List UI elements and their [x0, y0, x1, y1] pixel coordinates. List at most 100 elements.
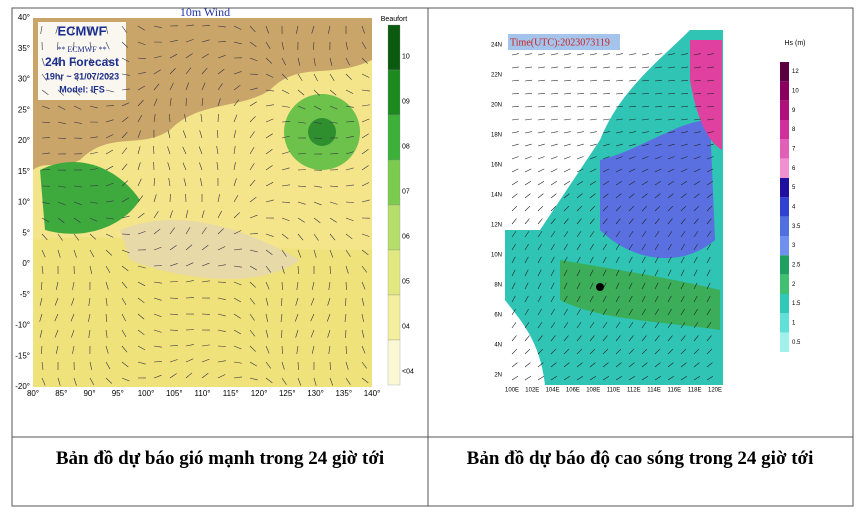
wind-arrow [153, 178, 155, 187]
wind-arrow [329, 73, 335, 81]
wave-arrow [524, 348, 531, 355]
lon-label: 120° [251, 389, 268, 398]
wave-arrow [693, 348, 700, 355]
legend-label: <04 [402, 368, 414, 375]
wave-arrow [693, 105, 701, 108]
wind-arrow [297, 105, 306, 110]
wave-zone [560, 260, 720, 330]
wind-arrow [361, 249, 369, 256]
wave-arrow [615, 218, 621, 225]
wave-arrow [576, 243, 581, 251]
wind-arrow [249, 101, 257, 107]
lat-label: 5° [22, 228, 30, 237]
wind-arrow [361, 25, 365, 34]
legend-label: 8 [792, 127, 796, 133]
wave-arrow [654, 93, 662, 95]
wind-arrow [265, 345, 270, 354]
wind-arrow [185, 24, 194, 27]
wave-arrow [589, 205, 596, 212]
legend-label: 05 [402, 278, 410, 285]
wave-arrow [589, 168, 597, 173]
wind-arrow [345, 41, 348, 50]
wave-arrow [706, 193, 713, 199]
wind-arrow [217, 329, 226, 332]
wind-arrow [297, 361, 299, 370]
wind-arrow [56, 41, 59, 50]
wave-arrow [706, 243, 711, 251]
wave-arrow [615, 79, 623, 82]
wave-arrow [550, 322, 556, 329]
wave-arrow [628, 269, 633, 277]
wave-arrow [693, 362, 700, 368]
wave-arrow [667, 105, 675, 108]
wave-arrow [589, 362, 596, 368]
wave-arrow [537, 269, 542, 277]
wind-arrow [199, 130, 203, 139]
wave-arrow [602, 362, 609, 368]
wave-arrow [550, 180, 558, 186]
legend-swatch [387, 204, 401, 251]
wave-arrow [654, 348, 661, 355]
wind-arrow [329, 377, 334, 386]
wind-arrow [73, 217, 81, 223]
lat-label: 8N [494, 283, 502, 289]
wave-arrow [680, 375, 688, 381]
wind-arrow [72, 281, 75, 290]
wind-arrow [105, 313, 108, 322]
wind-arrow [40, 281, 43, 290]
wind-arrow [137, 114, 143, 123]
wind-arrow [217, 113, 219, 123]
wave-arrow [667, 66, 675, 69]
wind-arrow [70, 313, 75, 322]
time: Time(UTC):2023073119 [510, 37, 610, 48]
wave-arrow [524, 156, 532, 160]
wave-arrow [641, 218, 647, 225]
lat-label: 15° [18, 167, 30, 176]
legend-label: 3 [792, 243, 796, 249]
wind-arrow [105, 25, 109, 34]
wind-arrow [57, 137, 67, 139]
wind-arrow [281, 233, 289, 240]
legend-swatch [780, 236, 789, 256]
wind-arrow [345, 167, 354, 171]
wind-arrow [105, 297, 108, 306]
wind-arrow [153, 297, 162, 301]
wind-arrow [121, 88, 130, 91]
wave-arrow [641, 269, 646, 277]
wind-arrow [233, 281, 242, 286]
wind-arrow [185, 372, 193, 379]
wave-arrow [654, 231, 660, 238]
wave-arrow [511, 256, 516, 264]
legend-label: 09 [402, 98, 410, 105]
wave-arrow [550, 243, 555, 251]
wind-arrow [89, 136, 98, 139]
wind-arrow [89, 105, 98, 109]
wind-arrow [89, 25, 91, 34]
lat-label: 24N [491, 43, 502, 49]
wind-arrow [89, 168, 98, 171]
wind-arrow [199, 162, 203, 171]
wave-arrow [693, 218, 699, 225]
wave-arrow [641, 180, 649, 186]
wind-arrow [121, 265, 129, 272]
wave-arrow [628, 105, 636, 108]
wind-arrow [153, 246, 162, 251]
wind-arrow [217, 246, 226, 251]
wind-arrow [201, 280, 210, 283]
wind-arrow [265, 233, 274, 237]
wind-arrow [217, 228, 224, 235]
wave-arrow [667, 231, 673, 238]
wave-arrow [706, 143, 714, 147]
wave-arrow [680, 118, 688, 121]
legend-swatch [780, 158, 789, 178]
wind-arrow [361, 73, 370, 78]
legend-swatch [387, 24, 401, 71]
wind-arrow [105, 119, 114, 123]
wave-arrow [589, 322, 595, 329]
wind-arrow [167, 162, 171, 171]
lon-label: 108E [586, 388, 600, 394]
model: Model: IFS [59, 84, 105, 94]
wave-arrow [654, 79, 662, 82]
wave-arrow [537, 156, 545, 160]
wind-arrow [41, 217, 50, 223]
